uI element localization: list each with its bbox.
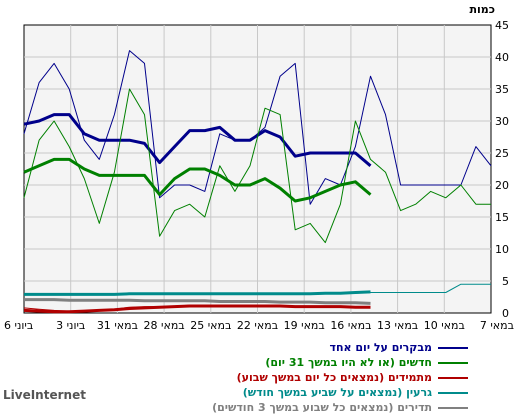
y-tick-label: 20 (495, 179, 509, 192)
legend-item: גרעין (נמצאים על שביע במשך חודש) (243, 385, 468, 401)
y-tick-label: 15 (495, 211, 509, 224)
x-tick-label: 19 במאי (284, 319, 325, 332)
legend-swatch (438, 347, 468, 349)
x-tick-label: 22 במאי (237, 319, 278, 332)
grid-layer (24, 25, 491, 313)
series-line-5 (23, 304, 371, 314)
y-tick-label: 5 (502, 275, 509, 288)
series-line-2 (23, 88, 491, 244)
legend-label: גרעין (נמצאים על שביע במשך חודש) (242, 386, 432, 399)
x-tick-label: 10 במאי (424, 319, 465, 332)
series-layer (23, 50, 492, 314)
y-tick-label: 0 (502, 307, 509, 320)
legend-item: תדירים (נמצאים כל שבוע במשך 3 חודשים) (212, 400, 468, 416)
x-tick-label: 28 במאי (144, 319, 185, 332)
x-tick-label: 6 ביוני (4, 319, 33, 332)
legend-label: מבקרים על יום אחד (329, 341, 432, 354)
x-tick-label: 25 במאי (190, 319, 231, 332)
legend-label: תדירים (נמצאים כל שבוע במשך 3 חודשים) (212, 401, 432, 414)
y-tick-label: 35 (495, 83, 509, 96)
legend-item: חדשים (או לא היו במשך 31 יום) (265, 355, 468, 371)
x-tick-label: 3 ביוני (56, 319, 85, 332)
legend-swatch (438, 377, 468, 379)
y-tick-label: 45 (495, 19, 509, 32)
legend-swatch (438, 362, 468, 364)
series-line-7 (24, 290, 371, 296)
x-axis: 6 ביוני 3 ביוני 31 במאי 28 במאי 25 במאי 22 במ… (4, 319, 514, 332)
legend-item: מבקרים על יום אחד (330, 340, 468, 356)
legend-label: מתמידים (נמצאים כל יום במשך שבוע) (236, 371, 432, 384)
x-tick-label: 13 במאי (377, 319, 418, 332)
y-tick-label: 10 (495, 243, 509, 256)
x-tick-label: 16 במאי (330, 319, 371, 332)
legend-swatch (438, 392, 468, 394)
y-unit-label: כמות (470, 3, 495, 16)
y-tick-label: 30 (495, 115, 509, 128)
legend-label: חדשים (או לא היו במשך 31 יום) (265, 356, 432, 369)
x-tick-label: 31 במאי (97, 319, 138, 332)
chart: 0 5 10 15 20 25 30 35 40 45 6 ביוני 3 ביוני 31 במאי… (4, 3, 514, 332)
y-axis: 0 5 10 15 20 25 30 35 40 45 (495, 19, 509, 320)
series-line-1 (23, 113, 372, 167)
series-line-8 (24, 298, 371, 305)
y-tick-label: 40 (495, 51, 509, 64)
y-tick-label: 25 (495, 147, 509, 160)
legend-swatch (438, 407, 468, 409)
legend-item: מתמידים (נמצאים כל יום במשך שבוע) (237, 370, 468, 386)
x-tick-label: 7 במאי (480, 319, 514, 332)
series-line-3 (23, 157, 372, 203)
brand-logo-text: LiveInternet (3, 388, 86, 402)
